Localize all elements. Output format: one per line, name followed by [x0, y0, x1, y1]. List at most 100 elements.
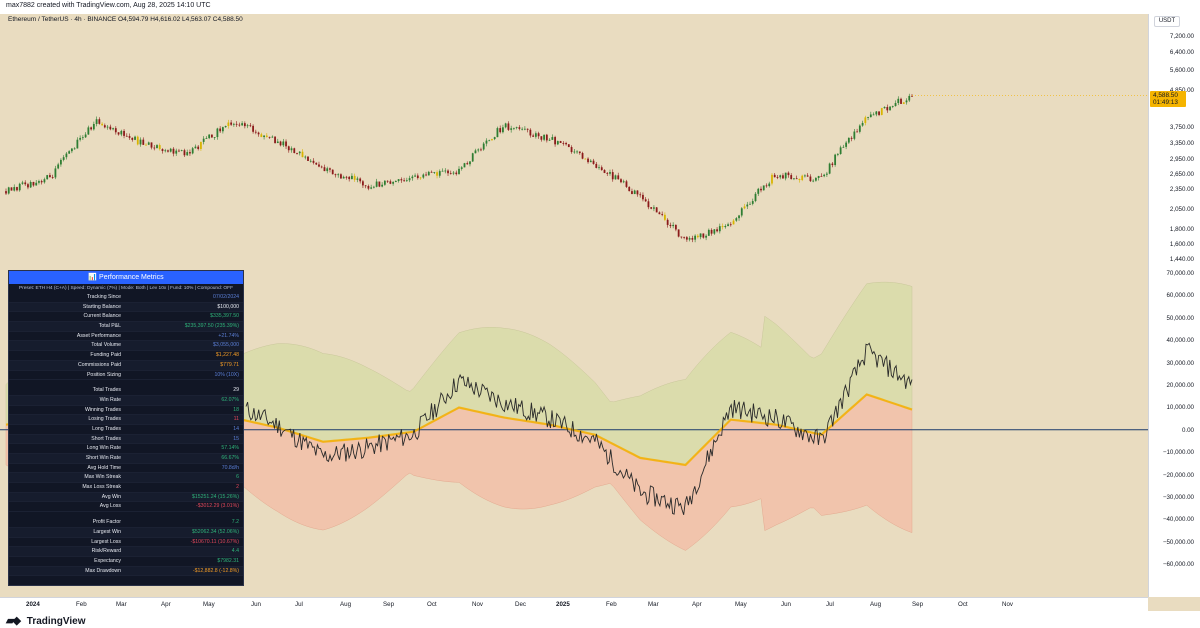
- metric-value: 6: [236, 474, 239, 481]
- metric-row: Max Loss Streak 2: [9, 483, 243, 493]
- metric-value: +21.74%: [218, 332, 239, 339]
- price-tick-label: 1,600.00: [1169, 241, 1194, 248]
- candle-body: [710, 229, 713, 234]
- metric-label: Winning Trades: [84, 406, 121, 413]
- price-tick-label: 1,800.00: [1169, 226, 1194, 233]
- candle-body: [345, 176, 348, 178]
- candle-body: [751, 201, 754, 204]
- candle-body: [908, 95, 911, 101]
- candle-body: [153, 147, 156, 149]
- time-axis[interactable]: 2024 Feb Mar Apr May Jun Jul Aug Sep Oct Nov Dec 202…: [0, 597, 1148, 611]
- candle-body: [905, 100, 908, 103]
- metric-row: Largest Loss -$10670.11 (10.67%): [9, 538, 243, 548]
- candle-body: [103, 125, 106, 128]
- candle-body: [496, 128, 499, 138]
- last-price-tag: 4,588.50 01:49:13: [1150, 91, 1186, 107]
- candle-body: [246, 125, 249, 127]
- metric-row: Funding Paid $1,227.48: [9, 351, 243, 361]
- time-tick-label: Apr: [161, 601, 171, 608]
- metric-value: 29: [233, 387, 239, 394]
- currency-button[interactable]: USDT: [1154, 16, 1180, 27]
- candle-body: [570, 147, 573, 153]
- candle-body: [554, 137, 556, 145]
- candle-body: [139, 139, 142, 145]
- metric-row: Losing Trades 11: [9, 415, 243, 425]
- candle-body: [864, 117, 867, 123]
- candle-body: [112, 128, 114, 130]
- candle-body: [592, 160, 595, 164]
- candle-body: [362, 181, 364, 186]
- candle-body: [562, 142, 565, 144]
- candle-body: [661, 214, 664, 215]
- tradingview-logo[interactable]: ▰◆ TradingView: [6, 614, 86, 627]
- candle-body: [532, 135, 535, 137]
- metric-row: Avg Win $15251.24 (15.26%): [9, 492, 243, 503]
- metric-label: Avg Win: [101, 493, 121, 500]
- candle-body: [628, 186, 631, 192]
- metric-value: -$3012.29 (3.01%): [196, 503, 239, 510]
- candle-body: [581, 153, 584, 159]
- candle-body: [595, 163, 598, 168]
- price-axis[interactable]: 7,200.00 6,400.00 5,600.00 4,850.00 3,750.00…: [1148, 14, 1200, 597]
- candle-body: [419, 177, 422, 179]
- candle-body: [221, 127, 224, 132]
- metric-value: $100,000: [217, 303, 239, 310]
- candle-body: [298, 151, 301, 154]
- metric-row: Total Trades 29: [9, 386, 243, 396]
- candle-body: [447, 170, 449, 174]
- metric-label: Starting Balance: [82, 303, 121, 310]
- candle-body: [444, 170, 447, 172]
- symbol-legend[interactable]: Ethereum / TetherUS · 4h · BINANCE O4,59…: [8, 16, 243, 23]
- candle-body: [38, 181, 40, 183]
- time-tick-label: Sep: [383, 601, 395, 608]
- tradingview-logo-icon: ▰◆: [6, 615, 21, 627]
- metric-value: 18: [233, 406, 239, 413]
- oscillator-tick-label: 40,000.00: [1166, 337, 1194, 345]
- candle-body: [707, 229, 710, 236]
- metric-value: $52062.34 (52.06%): [191, 528, 239, 535]
- candle-body: [762, 185, 765, 191]
- candle-body: [897, 98, 900, 104]
- candle-body: [666, 219, 669, 225]
- metric-value: -$12,882.8 (-12.8%): [192, 567, 239, 574]
- candle-body: [518, 127, 521, 129]
- candle-body: [120, 130, 123, 135]
- candle-body: [782, 175, 784, 179]
- candle-body: [738, 215, 740, 219]
- candle-body: [716, 229, 718, 232]
- candle-body: [828, 163, 831, 174]
- candle-body: [815, 177, 817, 181]
- candle-body: [436, 172, 438, 176]
- metric-value: 15: [233, 435, 239, 442]
- candle-body: [839, 147, 842, 154]
- candle-body: [804, 175, 806, 177]
- candle-body: [422, 174, 425, 178]
- metric-value: 4.4: [231, 548, 239, 555]
- candle-body: [76, 139, 79, 149]
- candle-body: [109, 126, 112, 130]
- candle-body: [537, 133, 540, 137]
- candle-body: [633, 190, 636, 195]
- price-tick-label: 6,400.00: [1169, 49, 1194, 56]
- candle-body: [172, 148, 175, 154]
- metric-label: Position Sizing: [86, 371, 121, 378]
- candle-body: [680, 236, 683, 238]
- candle-body: [768, 183, 771, 187]
- candle-body: [809, 176, 812, 182]
- candle-body: [743, 206, 746, 209]
- oscillator-tick-label: −20,000.00: [1162, 471, 1194, 479]
- candle-body: [411, 176, 414, 179]
- candle-body: [617, 175, 620, 180]
- candle-body: [880, 108, 883, 115]
- metric-label: Avg Hold Time: [87, 464, 121, 471]
- oscillator-tick-label: 60,000.00: [1166, 292, 1194, 300]
- candle-body: [433, 172, 436, 174]
- performance-metrics-panel: 📊 Performance Metrics Preset: ETH H4 (C+…: [8, 270, 244, 586]
- candle-body: [175, 150, 178, 154]
- metric-value: 07/02/2024: [213, 294, 239, 300]
- candle-body: [397, 179, 400, 182]
- candle-body: [559, 141, 562, 143]
- candle-body: [370, 187, 373, 189]
- oscillator-tick-label: 20,000.00: [1166, 382, 1194, 389]
- metric-label: Long Trades: [92, 425, 121, 432]
